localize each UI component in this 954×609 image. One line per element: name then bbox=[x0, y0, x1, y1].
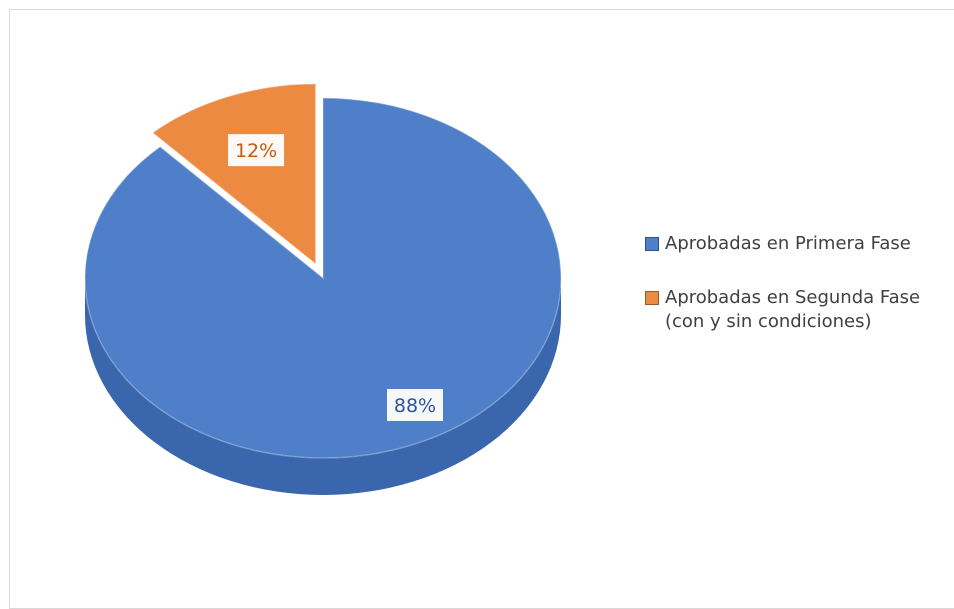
legend-swatch-primera-fase bbox=[645, 237, 659, 251]
data-label-bg-0 bbox=[387, 389, 443, 421]
legend-item-primera-fase: Aprobadas en Primera Fase bbox=[645, 232, 945, 256]
pie-slice-edge-1 bbox=[151, 83, 317, 266]
pie-slice-edge-0 bbox=[84, 97, 562, 459]
legend-item-segunda-fase: Aprobadas en Segunda Fase (con y sin con… bbox=[645, 286, 945, 334]
pie-chart: 88% 12% bbox=[84, 83, 562, 495]
pie-slice-0 bbox=[85, 98, 562, 459]
data-label-text-1: 12% bbox=[235, 140, 277, 162]
chart-legend: Aprobadas en Primera Fase Aprobadas en S… bbox=[645, 232, 945, 364]
pie-slice-1 bbox=[152, 83, 316, 264]
data-label-1: 12% bbox=[228, 134, 285, 167]
legend-label-primera-fase: Aprobadas en Primera Fase bbox=[665, 233, 911, 254]
data-label-0: 88% bbox=[387, 389, 443, 421]
legend-label-segunda-fase: Aprobadas en Segunda Fase (con y sin con… bbox=[665, 287, 921, 332]
pie-slice-side-0 bbox=[85, 278, 561, 495]
legend-swatch-segunda-fase bbox=[645, 291, 659, 305]
data-label-bg-1 bbox=[228, 134, 285, 167]
data-label-text-0: 88% bbox=[394, 395, 436, 417]
